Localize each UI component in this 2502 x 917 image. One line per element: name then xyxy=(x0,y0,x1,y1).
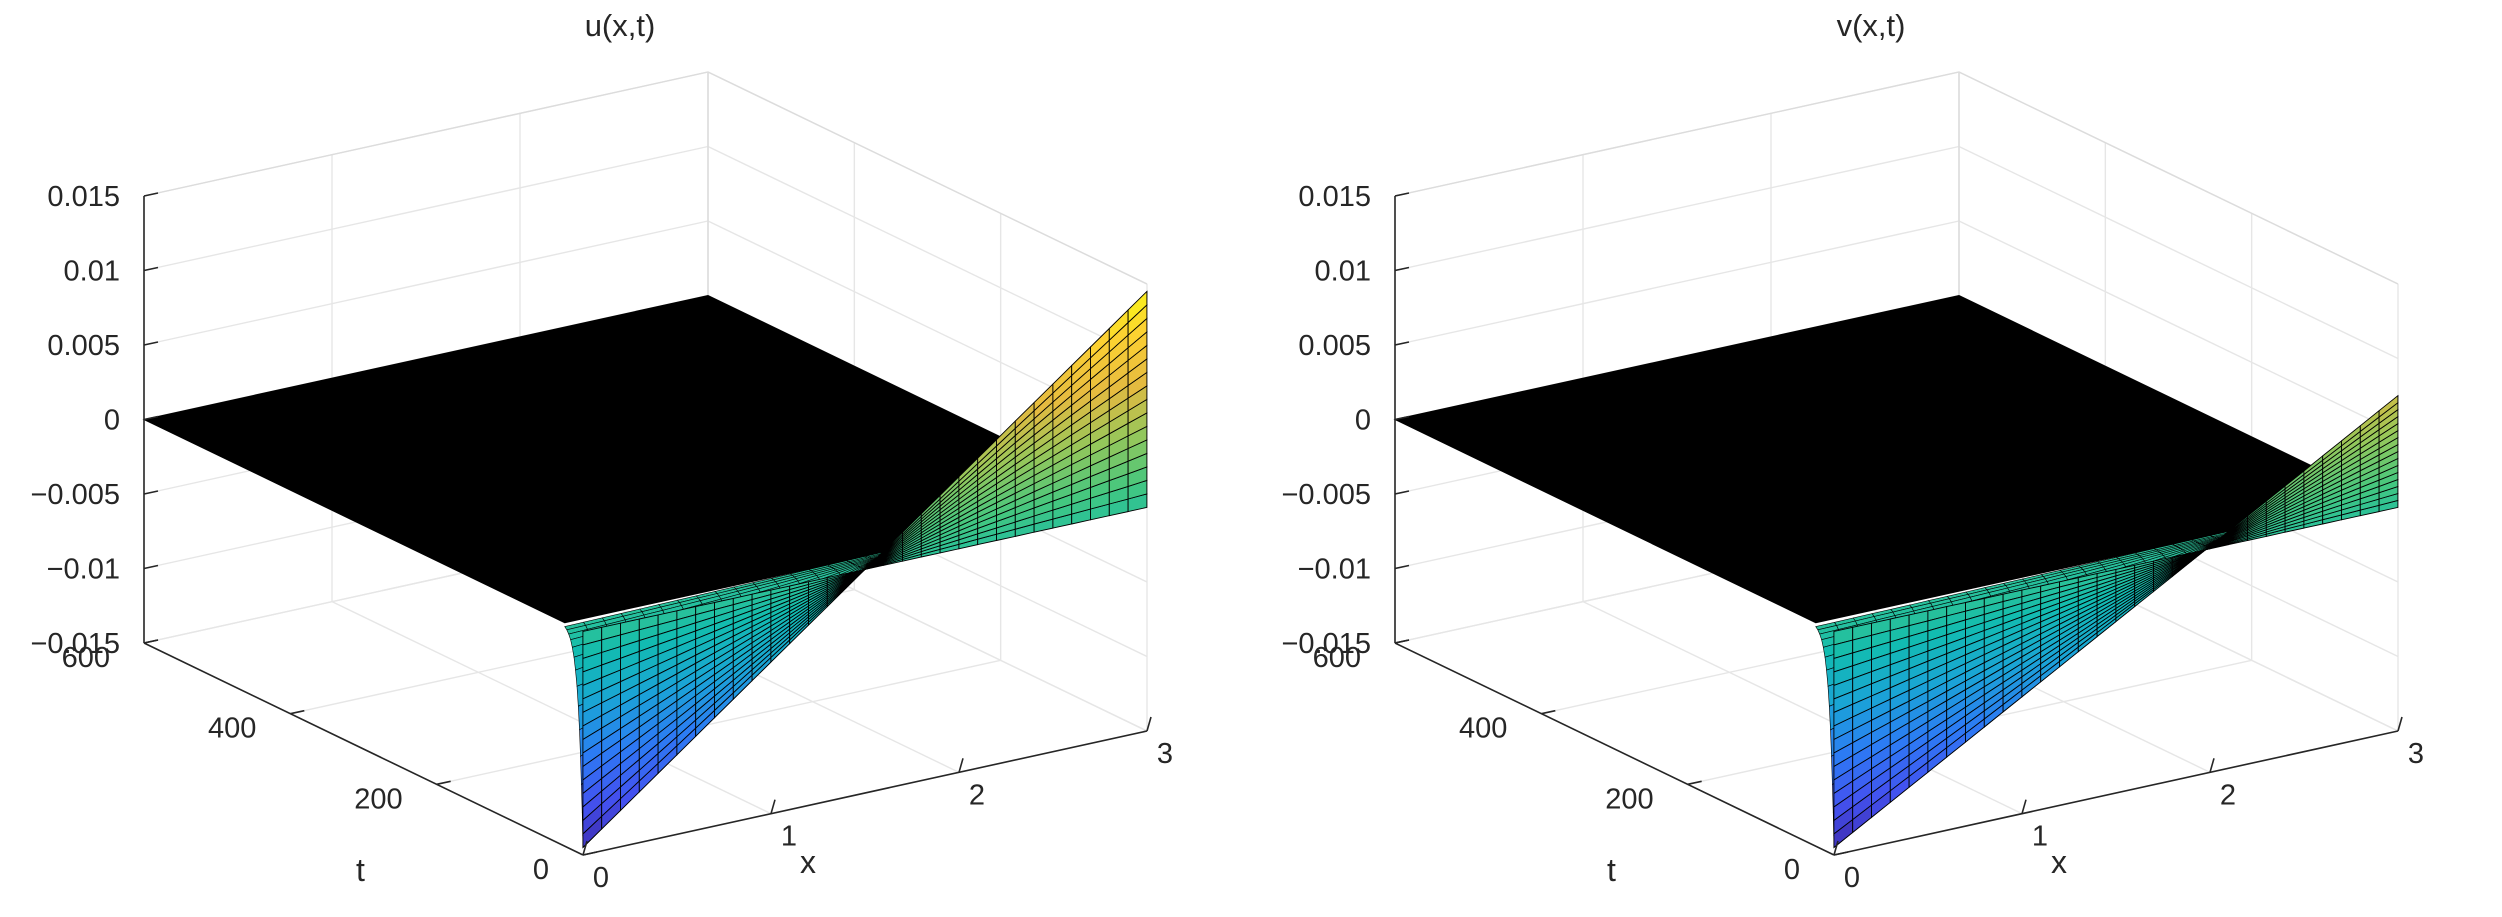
surface-patch xyxy=(845,569,866,590)
x-tick-label: 2 xyxy=(2220,779,2236,811)
t-tick-label: 200 xyxy=(354,783,402,815)
z-tick-label: −0.015 xyxy=(30,628,120,660)
z-tick xyxy=(1394,415,1410,421)
z-tick xyxy=(143,192,159,197)
t-axis-line xyxy=(1394,642,1835,856)
box-edge xyxy=(1394,71,2399,285)
x-axis-label: x xyxy=(800,844,816,880)
z-tick-label: 0 xyxy=(1355,405,1371,437)
t-axis-label: t xyxy=(1607,852,1616,888)
x-axis-line xyxy=(1833,730,2399,856)
z-tick-label: −0.01 xyxy=(47,554,120,586)
z-tick xyxy=(1394,490,1410,495)
z-tick xyxy=(143,415,159,421)
x-tick xyxy=(2397,716,2403,732)
grid-line xyxy=(331,601,772,815)
z-tick xyxy=(143,266,159,272)
t-tick-label: 0 xyxy=(1784,854,1800,886)
t-tick xyxy=(582,851,598,856)
grid-line xyxy=(1958,145,2399,360)
z-tick-label: 0 xyxy=(104,405,120,437)
grid-line xyxy=(143,145,709,272)
axes xyxy=(143,192,1152,856)
grid-line xyxy=(707,145,1148,360)
z-tick-label: −0.005 xyxy=(1281,479,1371,511)
z-tick xyxy=(143,639,159,644)
z-tick xyxy=(1394,266,1410,272)
surface xyxy=(1393,294,2399,849)
x-tick xyxy=(2209,758,2215,773)
t-tick-label: 400 xyxy=(1459,713,1507,745)
surface-plateau xyxy=(1393,294,2382,624)
z-tick-label: 0.005 xyxy=(1298,330,1371,362)
z-tick-label: −0.01 xyxy=(1298,554,1371,586)
t-tick-label: 600 xyxy=(62,642,110,674)
t-tick-label: 600 xyxy=(1313,642,1361,674)
x-axis-line xyxy=(582,730,1148,856)
x-tick-label: 3 xyxy=(2408,738,2424,770)
plot-panel-u: 0 1 2 3 0 200 400 600 −0.015 −0.01 −0.005 0 0.005 0.0… xyxy=(30,8,1173,894)
z-tick xyxy=(1394,192,1410,197)
grid-line xyxy=(436,659,1001,786)
z-tick-label: 0.01 xyxy=(1315,256,1371,288)
grid-line xyxy=(143,220,709,346)
t-tick-label: 0 xyxy=(533,854,549,886)
t-tick-label: 400 xyxy=(208,713,256,745)
z-tick xyxy=(143,564,159,570)
z-tick xyxy=(1394,639,1410,644)
z-tick xyxy=(1394,564,1410,570)
t-axis-label: t xyxy=(356,852,365,888)
surface-plot-u: 0 1 2 3 0 200 400 600−0.015 −0.01 −0.005 0 0.005 0.0… xyxy=(30,8,1173,894)
z-tick-label: 0.01 xyxy=(64,256,120,288)
z-tick xyxy=(143,341,159,346)
z-tick-label: −0.015 xyxy=(1281,628,1371,660)
z-tick-label: 0.015 xyxy=(47,181,120,213)
grid-line xyxy=(1958,220,2399,434)
x-tick xyxy=(582,840,588,856)
z-tick-label: 0.005 xyxy=(47,330,120,362)
x-tick xyxy=(958,758,964,773)
grid-line xyxy=(1394,220,1960,346)
x-tick-label: 0 xyxy=(593,862,609,894)
surface xyxy=(142,290,1148,849)
chart-title: v(x,t) xyxy=(1837,8,1906,43)
x-tick-label: 1 xyxy=(2032,821,2048,853)
chart-title: u(x,t) xyxy=(585,8,656,43)
t-tick xyxy=(1541,709,1556,715)
x-tick xyxy=(2021,799,2027,814)
x-tick xyxy=(1833,840,1839,856)
x-tick xyxy=(1146,716,1152,732)
x-axis-label: x xyxy=(2051,844,2067,880)
t-tick xyxy=(1687,780,1702,786)
grid-line xyxy=(1394,145,1960,272)
z-tick-label: −0.005 xyxy=(30,479,120,511)
t-tick-label: 200 xyxy=(1605,783,1653,815)
x-tick-label: 2 xyxy=(969,779,985,811)
t-tick xyxy=(290,709,305,715)
t-axis-line xyxy=(143,642,584,856)
axes xyxy=(1394,192,2403,856)
x-tick-label: 3 xyxy=(1157,738,1173,770)
x-tick-label: 1 xyxy=(781,821,797,853)
t-tick xyxy=(436,780,451,786)
surface-patch xyxy=(2378,394,2399,418)
t-tick xyxy=(1833,851,1849,856)
box-edge xyxy=(143,71,1148,285)
x-tick-label: 0 xyxy=(1844,862,1860,894)
z-tick-label: 0.015 xyxy=(1298,181,1371,213)
x-tick xyxy=(770,799,776,814)
z-tick xyxy=(1394,341,1410,346)
plot-panel-v: 0 1 2 3 0 200 400 600 −0.015 −0.01 −0.005 0 0.005 0.0… xyxy=(1251,0,2502,917)
surface-plot-v: 0 1 2 3 0 200 400 600−0.015 −0.01 −0.005 0 0.005 0.0… xyxy=(1281,8,2424,894)
surface-patch xyxy=(1127,290,1148,324)
z-tick xyxy=(143,490,159,495)
grid-line xyxy=(1582,601,2023,815)
